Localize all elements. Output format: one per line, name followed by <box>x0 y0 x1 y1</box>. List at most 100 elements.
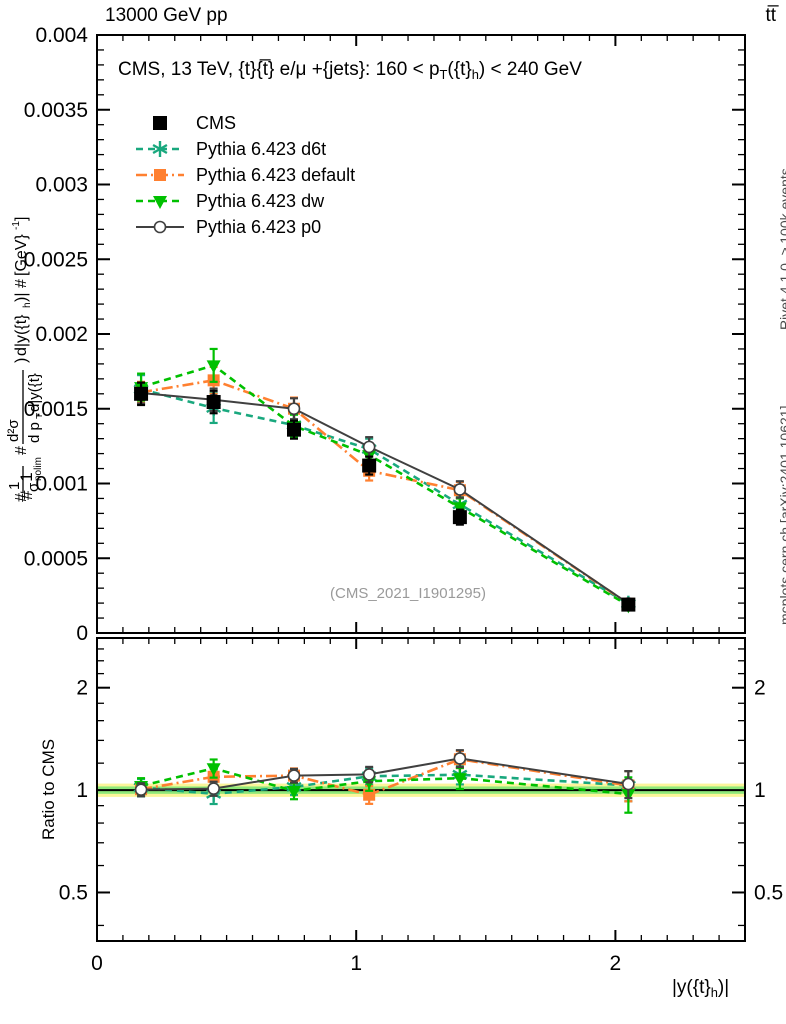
data-marker-circle-open <box>453 483 467 496</box>
main-series <box>134 381 636 612</box>
legend-label-cms: CMS <box>196 112 236 133</box>
data-marker-square <box>206 395 221 410</box>
y-tick-label: 0.004 <box>35 24 88 47</box>
legend-item-dw[interactable]: Pythia 6.423 dw <box>134 188 355 214</box>
legend-item-cms[interactable]: CMS <box>134 110 355 136</box>
y-tick-label: 0.0015 <box>24 398 88 421</box>
svg-text:nolim: nolim <box>33 457 42 481</box>
data-marker-circle-open <box>153 220 167 234</box>
svg-text:-1: -1 <box>11 221 22 230</box>
data-marker-square <box>153 116 167 130</box>
legend: CMS Pythia 6.423 d6t Pythia 6.423 default P… <box>134 110 355 240</box>
series-line <box>140 773 629 796</box>
plot-title-sub-h: h <box>471 67 479 83</box>
data-marker-triangle-down <box>452 773 467 787</box>
series-line <box>140 388 630 605</box>
ratio-y-tick-label: 2 <box>76 677 88 700</box>
data-marker-square <box>154 169 166 181</box>
legend-label-default: Pythia 6.423 default <box>196 164 356 185</box>
data-marker-triangle-down <box>286 785 301 799</box>
data-marker-circle-open <box>134 783 148 796</box>
y-tick-label: 0 <box>76 622 88 645</box>
header-left-label: 13000 GeV pp <box>105 5 228 26</box>
ratio-y-tick-label: 1 <box>76 779 88 802</box>
data-marker-circle-open <box>287 402 301 416</box>
main-series <box>134 381 635 610</box>
ratio-y-tick-label-right: 1 <box>754 779 766 802</box>
x-axis-label-end: )| <box>717 977 730 998</box>
x-axis-label-sub: h <box>710 985 718 1001</box>
plot-title-sub-t: T <box>439 67 448 83</box>
svg-text:h: h <box>22 302 33 308</box>
svg-text:1: 1 <box>6 482 23 490</box>
legend-label-d6t: Pythia 6.423 d6t <box>196 138 327 159</box>
data-marker-circle-open <box>453 752 467 765</box>
data-marker-star <box>152 141 168 157</box>
svg-text:d²σ: d²σ <box>5 419 22 442</box>
svg-text:d|y({t}: d|y({t} <box>26 373 42 412</box>
data-marker-square <box>452 510 467 525</box>
svg-text:T: T <box>35 413 42 419</box>
data-marker-circle-open <box>362 440 376 454</box>
y-tick-label: 0.0025 <box>24 248 88 271</box>
svg-text:)|: )| <box>13 293 30 302</box>
watermark-label: (CMS_2021_I1901295) <box>330 585 486 602</box>
x-tick-label: 0 <box>91 952 103 975</box>
series-line <box>140 392 629 605</box>
data-marker-circle-open <box>362 768 376 781</box>
main-series <box>133 374 636 612</box>
legend-item-default[interactable]: Pythia 6.423 default <box>134 162 355 188</box>
data-marker-triangle-down <box>206 360 221 374</box>
y-tick-label: 0.0035 <box>24 99 88 122</box>
svg-text:#: # <box>13 493 30 502</box>
x-axis-label-main: |y({t} <box>672 977 711 998</box>
series-line <box>140 766 629 796</box>
ratio-y-tick-label-right: 0.5 <box>754 881 783 904</box>
legend-label-dw: Pythia 6.423 dw <box>196 190 325 211</box>
data-marker-square <box>134 386 149 401</box>
legend-swatch-default <box>136 169 184 181</box>
plot-title-main: CMS, 13 TeV, {t}{t̅} e/μ +{jets}: 160 < … <box>118 59 440 80</box>
data-marker-circle-open <box>207 782 220 795</box>
x-axis-label: |y({t}h)| <box>672 978 729 1000</box>
ratio-series <box>134 749 635 800</box>
svg-text:σ: σ <box>25 482 42 492</box>
svg-text:#: # <box>13 446 30 455</box>
data-marker-circle-open <box>287 769 301 782</box>
svg-text:# 1: # 1 <box>17 472 36 500</box>
y-axis-label-main: # 1 # 1 σ nolim # d²σ d p T d|y({t} ) d|… <box>2 210 42 510</box>
data-marker-circle-open <box>622 777 635 791</box>
svg-text:d|y({t}: d|y({t} <box>13 314 30 356</box>
data-marker-square <box>362 458 377 473</box>
legend-item-d6t[interactable]: Pythia 6.423 d6t <box>134 136 355 162</box>
y-tick-label: 0.003 <box>35 174 88 197</box>
legend-item-p0[interactable]: Pythia 6.423 p0 <box>134 214 355 240</box>
data-marker-square <box>286 422 301 437</box>
plot-title: CMS, 13 TeV, {t}{t̅} e/μ +{jets}: 160 < … <box>118 60 582 82</box>
y-tick-label: 0.002 <box>35 323 88 346</box>
main-series <box>134 347 636 614</box>
svg-text:]: ] <box>13 217 30 221</box>
data-marker-square <box>621 597 636 612</box>
svg-text:#: # <box>13 279 30 288</box>
ratio-y-tick-label: 0.5 <box>59 881 88 904</box>
svg-text:): ) <box>13 358 30 363</box>
legend-swatch-dw <box>136 196 184 209</box>
data-marker-triangle-down <box>206 763 221 777</box>
svg-text:d p: d p <box>26 422 42 443</box>
x-tick-label: 2 <box>610 952 622 975</box>
x-tick-label: 1 <box>350 952 362 975</box>
series-line <box>140 363 630 607</box>
ratio-y-tick-label-right: 2 <box>754 677 766 700</box>
legend-swatch-d6t <box>136 141 184 157</box>
y-tick-label: 0.0005 <box>24 547 88 570</box>
legend-swatch-p0 <box>136 220 184 234</box>
svg-text:[GeV}: [GeV} <box>13 234 30 276</box>
data-marker-triangle-down <box>153 196 167 209</box>
legend-swatch-cms <box>153 116 167 130</box>
legend-label-p0: Pythia 6.423 p0 <box>196 216 322 237</box>
header-right-label: tt̅ <box>765 5 776 26</box>
plot-title-end: ) < 240 GeV <box>478 59 582 80</box>
series-line <box>141 757 629 791</box>
